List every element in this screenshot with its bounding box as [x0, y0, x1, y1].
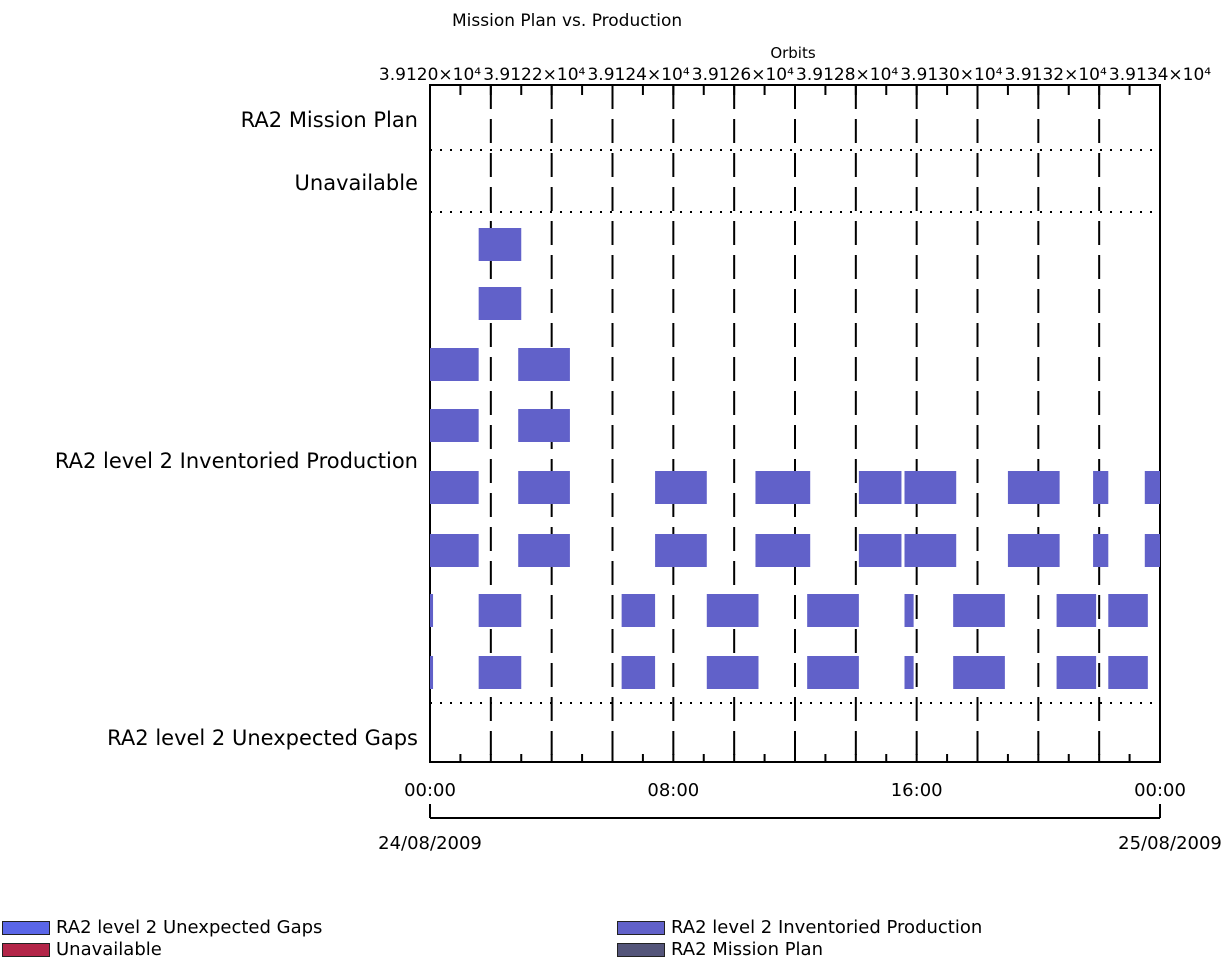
legend-swatch-unavailable — [2, 943, 50, 957]
production-bar — [430, 409, 479, 442]
category-label: RA2 level 2 Unexpected Gaps — [107, 726, 418, 750]
production-bar — [858, 471, 902, 504]
production-bar — [655, 534, 707, 567]
production-bar — [430, 594, 434, 627]
production-bar — [807, 656, 859, 689]
legend-swatch-inventoried-production — [617, 921, 665, 935]
top-tick-label: 3.9128×10⁴ — [796, 65, 898, 85]
category-label: Unavailable — [295, 171, 418, 195]
top-tick-label: 3.9124×10⁴ — [587, 65, 689, 85]
x-tick-label: 00:00 — [404, 780, 456, 801]
production-bar — [904, 656, 914, 689]
top-tick-label: 3.9134×10⁴ — [1109, 65, 1211, 85]
production-bar — [1056, 594, 1097, 627]
x-tick-label: 00:00 — [1134, 780, 1186, 801]
production-bar — [518, 471, 570, 504]
production-bar — [430, 348, 479, 381]
production-bar — [755, 471, 811, 504]
production-bar — [1108, 594, 1148, 627]
production-bar — [1144, 471, 1160, 504]
production-bar — [1144, 534, 1160, 567]
top-tick-label: 3.9120×10⁴ — [379, 65, 481, 85]
legend-item-inventoried-production: RA2 level 2 Inventoried Production — [617, 918, 982, 938]
legend-swatch-mission-plan — [617, 943, 665, 957]
production-bar — [858, 534, 902, 567]
production-bar — [953, 656, 1005, 689]
category-label: RA2 level 2 Inventoried Production — [55, 449, 418, 473]
production-bar — [478, 594, 522, 627]
legend-label-unexpected-gaps: RA2 level 2 Unexpected Gaps — [56, 917, 323, 938]
production-bar — [706, 594, 759, 627]
top-tick-label: 3.9122×10⁴ — [483, 65, 585, 85]
production-bar — [430, 471, 479, 504]
production-bar — [478, 287, 522, 320]
production-bar — [478, 656, 522, 689]
production-bar — [807, 594, 859, 627]
production-bar — [1093, 534, 1109, 567]
production-bar — [1093, 471, 1109, 504]
production-bar — [904, 594, 914, 627]
x-tick-label: 16:00 — [891, 780, 943, 801]
production-bar — [430, 656, 434, 689]
production-bar — [430, 534, 479, 567]
date-label-start: 24/08/2009 — [378, 833, 482, 854]
production-bar — [518, 534, 570, 567]
production-bar — [755, 534, 811, 567]
production-bar — [478, 228, 522, 261]
production-bar — [1007, 471, 1060, 504]
top-tick-label: 3.9126×10⁴ — [692, 65, 794, 85]
legend-label-inventoried-production: RA2 level 2 Inventoried Production — [671, 917, 983, 938]
production-bar — [621, 656, 656, 689]
date-label-end: 25/08/2009 — [1118, 833, 1222, 854]
legend-label-mission-plan: RA2 Mission Plan — [671, 939, 823, 960]
top-tick-label: 3.9132×10⁴ — [1005, 65, 1107, 85]
production-bar — [904, 471, 957, 504]
gantt-chart: Mission Plan vs. Production Orbits 3.9120×… — [55, 11, 1222, 854]
production-bar — [655, 471, 707, 504]
legend-swatch-unexpected-gaps — [2, 921, 50, 935]
production-bar — [953, 594, 1005, 627]
production-bar — [706, 656, 759, 689]
legend-label-unavailable: Unavailable — [56, 939, 162, 960]
chart-title: Mission Plan vs. Production — [452, 11, 682, 31]
x-tick-label: 08:00 — [647, 780, 699, 801]
production-bar — [518, 409, 570, 442]
legend-item-unexpected-gaps: RA2 level 2 Unexpected Gaps — [2, 918, 322, 938]
production-bar — [1007, 534, 1060, 567]
production-bar — [904, 534, 957, 567]
production-bar — [518, 348, 570, 381]
production-bar — [1108, 656, 1148, 689]
legend-item-unavailable: Unavailable — [2, 940, 162, 960]
production-bar — [621, 594, 656, 627]
category-label: RA2 Mission Plan — [241, 108, 418, 132]
production-bar — [1056, 656, 1097, 689]
top-axis-label: Orbits — [770, 44, 816, 62]
top-tick-label: 3.9130×10⁴ — [900, 65, 1002, 85]
legend-item-mission-plan: RA2 Mission Plan — [617, 940, 823, 960]
